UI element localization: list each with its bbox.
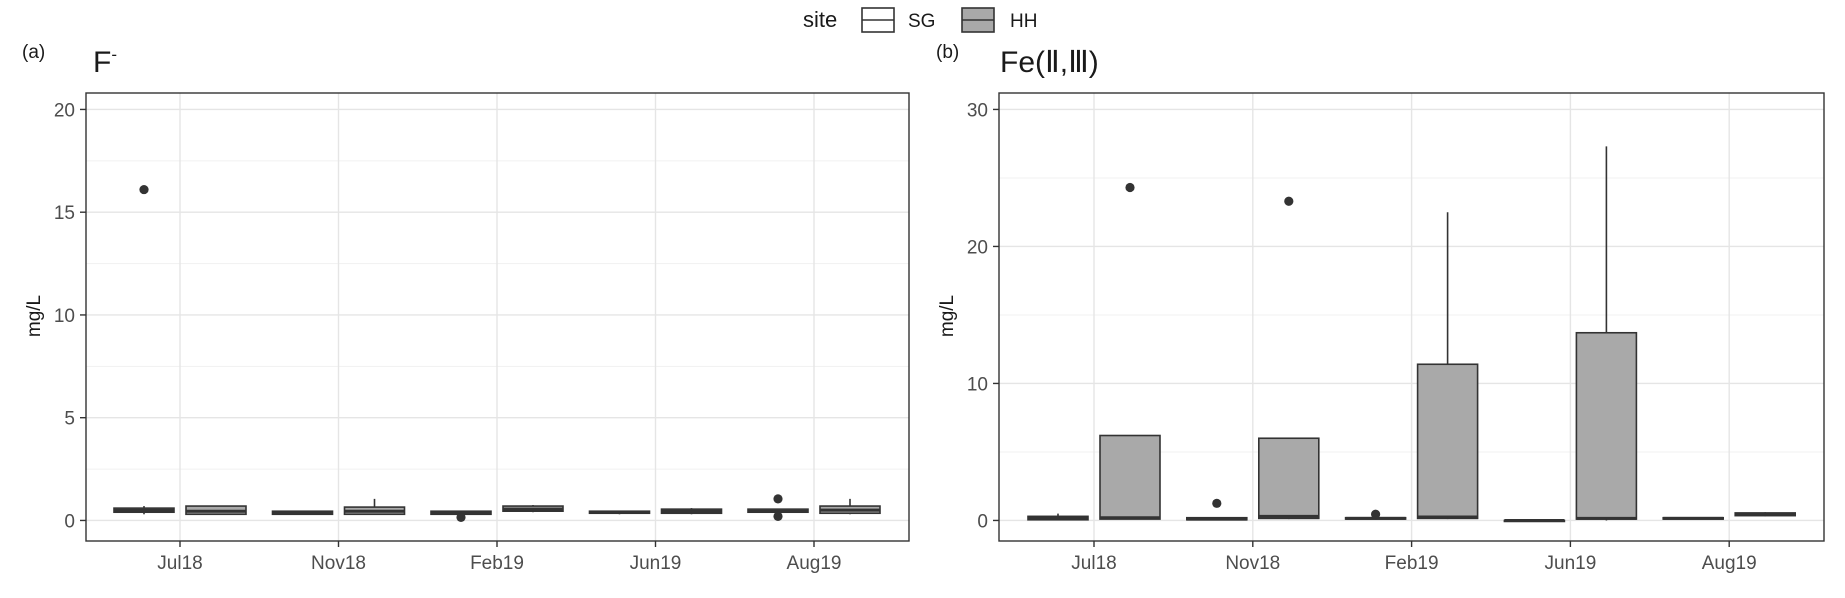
box-b-sg-1-outlier — [1212, 498, 1222, 508]
box-b-hh-0-iqr — [1099, 434, 1161, 520]
panel-a-fluoride: (a) F- mg/L 0 5 10 15 20 Jul18 Nov18 Feb19 Jun19… — [22, 42, 910, 574]
legend: site SG HH — [803, 7, 1037, 33]
y-tick-label-b: 30 — [967, 100, 988, 121]
x-tick-label-b: Feb19 — [1385, 553, 1439, 574]
panel-a-tag: (a) — [22, 42, 45, 63]
box-b-hh-1-outlier — [1284, 196, 1294, 206]
panel-b-title: Fe(Ⅱ,Ⅲ) — [1000, 46, 1099, 79]
x-tick-label-a: Jun19 — [630, 553, 682, 574]
y-tick-label-a: 20 — [54, 100, 75, 121]
y-tick-label-a: 10 — [54, 306, 75, 327]
panel-a-title-superscript: - — [111, 45, 117, 64]
legend-item-hh: HH — [961, 7, 1037, 33]
y-tick-label-b: 10 — [967, 374, 988, 395]
panel-a-title-main: F — [93, 46, 111, 79]
y-tick-label-a: 0 — [64, 511, 75, 532]
panel-b-y-axis-title: mg/L — [937, 295, 958, 337]
x-tick-label-a: Feb19 — [470, 553, 524, 574]
y-tick-label-b: 0 — [977, 511, 988, 532]
panel-b-iron: (b) Fe(Ⅱ,Ⅲ) mg/L 0 10 20 30 Jul18 Nov18 Feb19 J… — [936, 42, 1825, 574]
x-tick-label-b: Jul18 — [1071, 553, 1116, 574]
box-b-hh-1-iqr — [1258, 437, 1320, 520]
x-tick-label-a: Jul18 — [157, 553, 202, 574]
panel-b-tag: (b) — [936, 42, 959, 63]
x-tick-label-a: Nov18 — [311, 553, 366, 574]
box-a-sg-0-outlier — [139, 184, 149, 195]
box-b-sg-2-outlier — [1371, 509, 1381, 519]
box-b-hh-0-outlier — [1125, 182, 1135, 193]
legend-item-sg: SG — [861, 7, 935, 33]
x-tick-label-b: Jun19 — [1545, 553, 1597, 574]
panel-a-y-axis-title: mg/L — [24, 295, 45, 337]
legend-label-hh: HH — [1010, 11, 1037, 32]
y-tick-label-b: 20 — [967, 237, 988, 258]
legend-label-sg: SG — [908, 11, 935, 32]
y-tick-label-a: 5 — [64, 409, 75, 430]
y-tick-label-a: 15 — [54, 203, 75, 224]
box-a-sg-2-outlier — [456, 512, 466, 522]
x-tick-label-b: Aug19 — [1702, 553, 1757, 574]
box-a-sg-4-outlier — [773, 494, 783, 504]
box-b-hh-3-iqr — [1575, 331, 1638, 520]
legend-title: site — [803, 7, 837, 32]
x-tick-label-a: Aug19 — [787, 553, 842, 574]
panel-a-title: F- — [93, 45, 117, 79]
box-a-sg-4-outlier — [773, 511, 783, 521]
x-tick-label-b: Nov18 — [1225, 553, 1280, 574]
box-b-hh-2-iqr — [1416, 363, 1479, 520]
